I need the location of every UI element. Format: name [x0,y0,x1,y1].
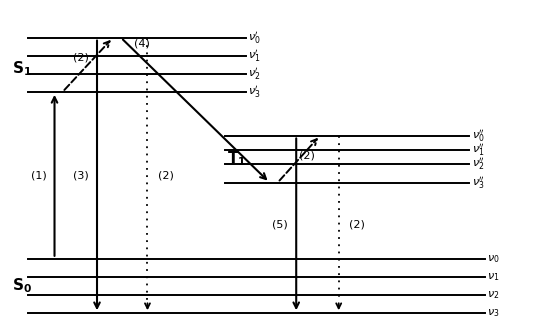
Text: $\mathbf{S_0}$: $\mathbf{S_0}$ [12,277,32,295]
Text: (2): (2) [299,150,315,161]
Text: (5): (5) [272,219,288,229]
Text: $\nu_2$: $\nu_2$ [488,289,500,301]
Text: $\nu_2'$: $\nu_2'$ [248,66,261,82]
Text: (2): (2) [158,170,174,180]
Text: (3): (3) [73,170,89,180]
Text: $\nu_1''$: $\nu_1''$ [472,142,484,158]
Text: $\nu_0'$: $\nu_0'$ [248,30,261,46]
Text: $\nu_3'$: $\nu_3'$ [248,84,261,100]
Text: (4): (4) [134,38,150,48]
Text: $\mathbf{S_1}$: $\mathbf{S_1}$ [12,59,32,78]
Text: (2): (2) [349,219,365,229]
Text: $\mathbf{T_1}$: $\mathbf{T_1}$ [227,150,246,168]
Text: $\nu_1'$: $\nu_1'$ [248,48,261,64]
Text: (2): (2) [73,53,89,63]
Text: $\nu_0''$: $\nu_0''$ [472,128,484,143]
Text: (1): (1) [30,170,46,180]
Text: $\nu_2''$: $\nu_2''$ [472,157,484,172]
Text: $\nu_3$: $\nu_3$ [488,307,500,319]
Text: $\nu_1$: $\nu_1$ [488,271,500,283]
Text: $\nu_3''$: $\nu_3''$ [472,175,484,190]
Text: $\nu_0$: $\nu_0$ [488,253,500,265]
